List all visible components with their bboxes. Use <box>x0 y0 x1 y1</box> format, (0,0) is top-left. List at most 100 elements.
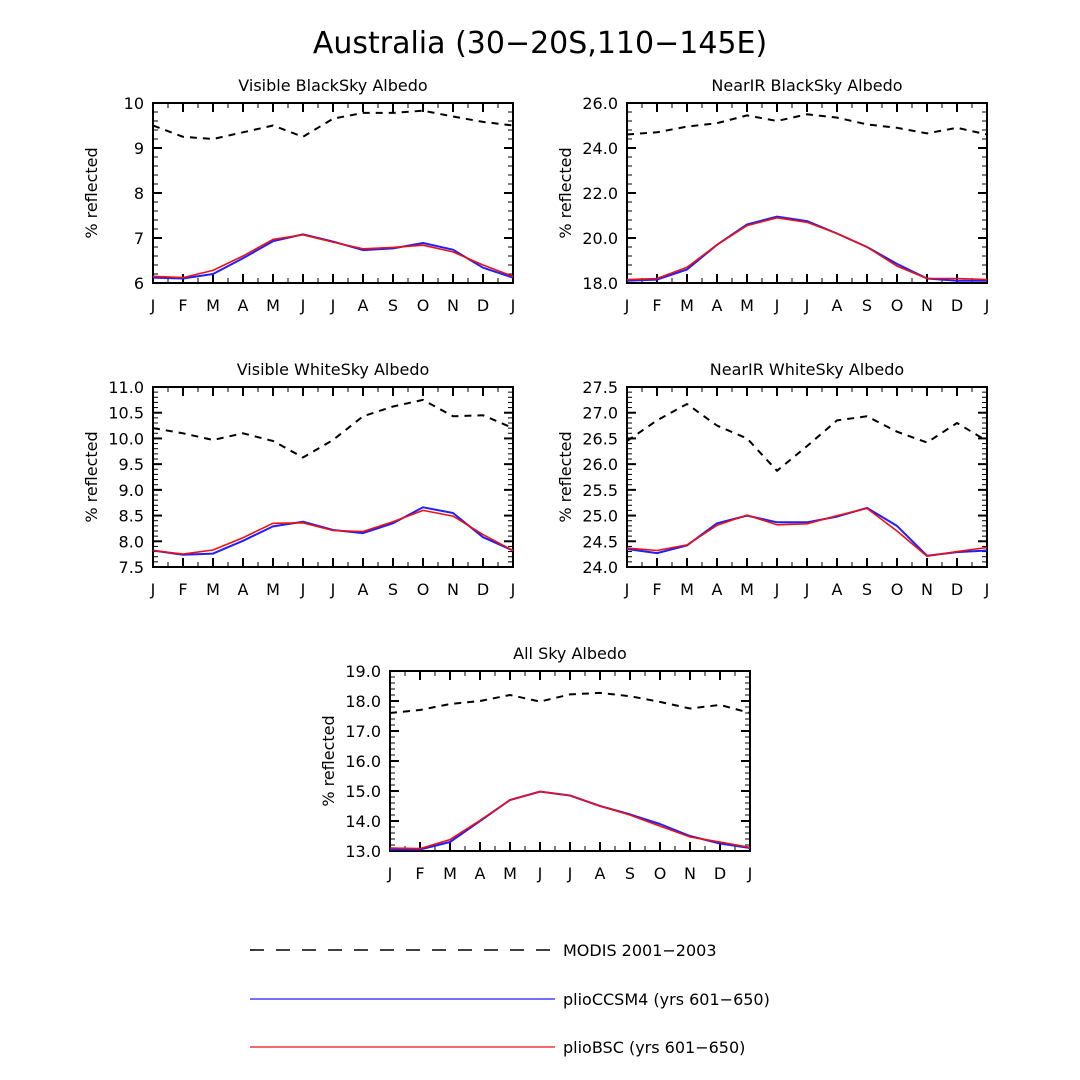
x-tick-label: A <box>475 864 486 883</box>
y-tick-label: 11.0 <box>108 378 144 397</box>
x-tick-label: N <box>447 580 459 599</box>
plot-frame <box>626 102 988 284</box>
x-tick-label: F <box>178 296 187 315</box>
legend-label-ccsm4: plioCCSM4 (yrs 601−650) <box>563 990 770 1009</box>
series-line-modis <box>626 113 988 136</box>
x-tick-label: D <box>951 580 963 599</box>
series-line-bsc <box>389 790 751 850</box>
y-tick-label: 25.0 <box>582 507 618 526</box>
x-tick-label: M <box>740 580 754 599</box>
x-tick-label: J <box>537 864 543 883</box>
panel-title: Visible WhiteSky Albedo <box>237 360 430 379</box>
series-line-bsc <box>152 234 514 279</box>
x-tick-label: J <box>984 296 990 315</box>
y-tick-label: 7 <box>134 229 144 248</box>
x-tick-label: D <box>714 864 726 883</box>
panel-title: All Sky Albedo <box>513 644 627 663</box>
x-tick-label: A <box>595 864 606 883</box>
y-tick-label: 24.5 <box>582 532 618 551</box>
x-tick-label: J <box>774 580 780 599</box>
x-tick-label: O <box>891 296 904 315</box>
x-tick-label: D <box>477 296 489 315</box>
legend: MODIS 2001−2003 plioCCSM4 (yrs 601−650) pl… <box>250 941 770 1057</box>
x-tick-label: J <box>567 864 573 883</box>
series-line-modis <box>152 398 514 459</box>
x-tick-label: J <box>510 296 516 315</box>
y-tick-label: 24.0 <box>582 139 618 158</box>
x-tick-label: J <box>300 296 306 315</box>
series-line-bsc <box>626 217 988 281</box>
y-tick-label: 26.5 <box>582 429 618 448</box>
y-tick-label: 9 <box>134 139 144 158</box>
y-tick-label: 6 <box>134 274 144 293</box>
x-tick-label: A <box>358 580 369 599</box>
x-tick-label: N <box>921 296 933 315</box>
y-tick-label: 19.0 <box>345 662 381 681</box>
y-tick-label: 13.0 <box>345 842 381 861</box>
x-tick-label: M <box>680 580 694 599</box>
legend-label-modis: MODIS 2001−2003 <box>563 941 717 960</box>
x-tick-label: F <box>652 580 661 599</box>
x-tick-label: A <box>238 580 249 599</box>
x-tick-label: A <box>832 296 843 315</box>
legend-label-bsc: plioBSC (yrs 601−650) <box>563 1038 745 1057</box>
plot-frame <box>152 386 514 568</box>
x-tick-label: J <box>510 580 516 599</box>
plot-frame <box>626 386 988 568</box>
y-tick-label: 9.0 <box>119 481 144 500</box>
x-tick-label: J <box>804 296 810 315</box>
y-axis-label: % reflected <box>82 147 101 238</box>
series-line-modis <box>389 691 751 714</box>
x-tick-label: J <box>150 296 156 315</box>
x-tick-label: A <box>712 296 723 315</box>
x-tick-label: F <box>415 864 424 883</box>
plot-frame <box>152 102 514 284</box>
series-line-bsc <box>152 509 514 555</box>
x-tick-label: S <box>625 864 635 883</box>
x-tick-label: N <box>921 580 933 599</box>
x-tick-label: J <box>624 296 630 315</box>
x-tick-label: J <box>300 580 306 599</box>
x-tick-label: S <box>862 296 872 315</box>
y-tick-label: 8 <box>134 184 144 203</box>
y-tick-label: 18.0 <box>345 692 381 711</box>
x-tick-label: J <box>804 580 810 599</box>
series-line-modis <box>626 403 988 472</box>
y-tick-label: 15.0 <box>345 782 381 801</box>
y-tick-label: 8.0 <box>119 532 144 551</box>
x-tick-label: J <box>387 864 393 883</box>
y-tick-label: 26.0 <box>582 455 618 474</box>
y-tick-label: 10.5 <box>108 404 144 423</box>
x-tick-label: J <box>774 296 780 315</box>
x-tick-label: S <box>862 580 872 599</box>
y-tick-label: 16.0 <box>345 752 381 771</box>
y-axis-label: % reflected <box>82 431 101 522</box>
y-axis-label: % reflected <box>556 431 575 522</box>
panel-title: NearIR BlackSky Albedo <box>711 76 902 95</box>
series-line-bsc <box>626 507 988 558</box>
panel-title: Visible BlackSky Albedo <box>238 76 427 95</box>
x-tick-label: M <box>503 864 517 883</box>
x-tick-label: J <box>747 864 753 883</box>
x-tick-label: O <box>417 580 430 599</box>
x-tick-label: J <box>330 580 336 599</box>
y-axis-label: % reflected <box>319 715 338 806</box>
x-tick-label: J <box>150 580 156 599</box>
y-tick-label: 20.0 <box>582 229 618 248</box>
y-tick-label: 7.5 <box>119 558 144 577</box>
x-tick-label: A <box>712 580 723 599</box>
y-tick-label: 27.5 <box>582 378 618 397</box>
y-tick-label: 14.0 <box>345 812 381 831</box>
x-tick-label: M <box>266 580 280 599</box>
x-tick-label: O <box>417 296 430 315</box>
x-tick-label: M <box>740 296 754 315</box>
x-tick-label: O <box>654 864 667 883</box>
x-tick-label: M <box>206 296 220 315</box>
series-line-modis <box>152 109 514 140</box>
y-axis-label: % reflected <box>556 147 575 238</box>
